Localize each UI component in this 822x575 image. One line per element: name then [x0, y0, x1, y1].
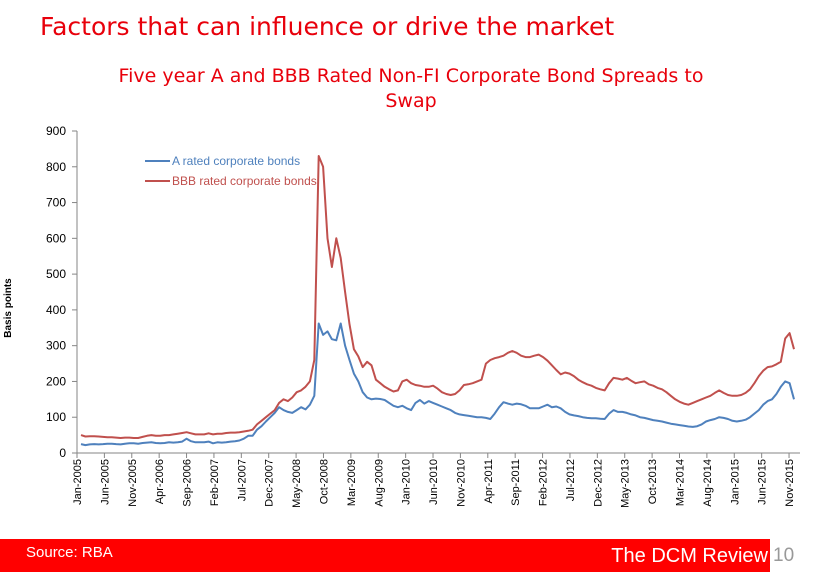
x-tick-label: Nov-2005 — [127, 459, 139, 507]
x-tick-label: Nov-2010 — [455, 459, 467, 507]
y-tick-label: 0 — [59, 446, 66, 460]
footer-bar — [0, 539, 770, 572]
slide-title: Factors that can influence or drive the … — [40, 12, 615, 41]
footer-source: Source: RBA — [26, 544, 113, 561]
x-tick-label: Feb-2012 — [538, 459, 550, 506]
x-tick-label: Jul-2007 — [236, 459, 248, 501]
x-tick-label: Mar-2009 — [346, 459, 358, 506]
x-tick-label: Sep-2011 — [510, 459, 522, 506]
chart-title: Five year A and BBB Rated Non-FI Corpora… — [0, 64, 822, 114]
x-tick-label: Oct-2013 — [647, 459, 659, 504]
x-tick-label: Dec-2007 — [264, 459, 276, 507]
y-tick-label: 100 — [46, 410, 66, 424]
x-tick-label: Oct-2008 — [318, 459, 330, 504]
chart-title-line-1: Five year A and BBB Rated Non-FI Corpora… — [118, 65, 704, 87]
x-tick-label: Mar-2014 — [675, 459, 687, 506]
legend-label-a-rated: A rated corporate bonds — [172, 154, 300, 168]
x-tick-label: Aug-2014 — [702, 459, 714, 507]
y-tick-label: 200 — [46, 374, 66, 388]
series-line-bbb-rated — [80, 155, 795, 439]
spreads-line-chart: 0 100 200 300 400 500 600 700 800 900 Basis points… — [3, 124, 800, 508]
y-tick-label: 600 — [46, 231, 66, 245]
y-tick-label: 300 — [46, 339, 66, 353]
x-tick-label: Jun-2010 — [428, 459, 440, 505]
x-tick-label: Jun-2015 — [757, 459, 769, 505]
x-tick-label: Aug-2009 — [373, 459, 385, 507]
chart-title-line-2: Swap — [385, 90, 437, 112]
x-tick-label: May-2008 — [291, 459, 303, 508]
x-tick-label: Jun-2005 — [99, 459, 111, 505]
x-tick-label: May-2013 — [620, 459, 632, 508]
y-tick-label: 500 — [46, 267, 66, 281]
y-tick-label: 800 — [46, 160, 66, 174]
y-axis-title: Basis points — [3, 278, 14, 338]
x-tick-label: Feb-2007 — [209, 459, 221, 506]
y-tick-label: 700 — [46, 196, 66, 210]
x-tick-label: Jul-2012 — [565, 459, 577, 501]
x-tick-label: Apr-2006 — [154, 459, 166, 504]
x-tick-label: Apr-2011 — [483, 459, 495, 503]
legend-label-bbb-rated: BBB rated corporate bonds — [172, 174, 317, 188]
y-tick-label: 900 — [46, 124, 66, 138]
x-tick-label: Sep-2006 — [182, 459, 194, 507]
x-tick-label: Nov-2015 — [784, 459, 796, 507]
series-line-a-rated — [80, 322, 795, 447]
y-tick-label: 400 — [46, 303, 66, 317]
footer-brand: The DCM Review — [611, 545, 768, 567]
x-tick-label: Jan-2005 — [72, 459, 84, 505]
x-tick-label: Dec-2012 — [592, 459, 604, 507]
x-tick-label: Jan-2015 — [729, 459, 741, 505]
page-number: 10 — [773, 545, 795, 566]
x-tick-label: Jan-2010 — [401, 459, 413, 505]
